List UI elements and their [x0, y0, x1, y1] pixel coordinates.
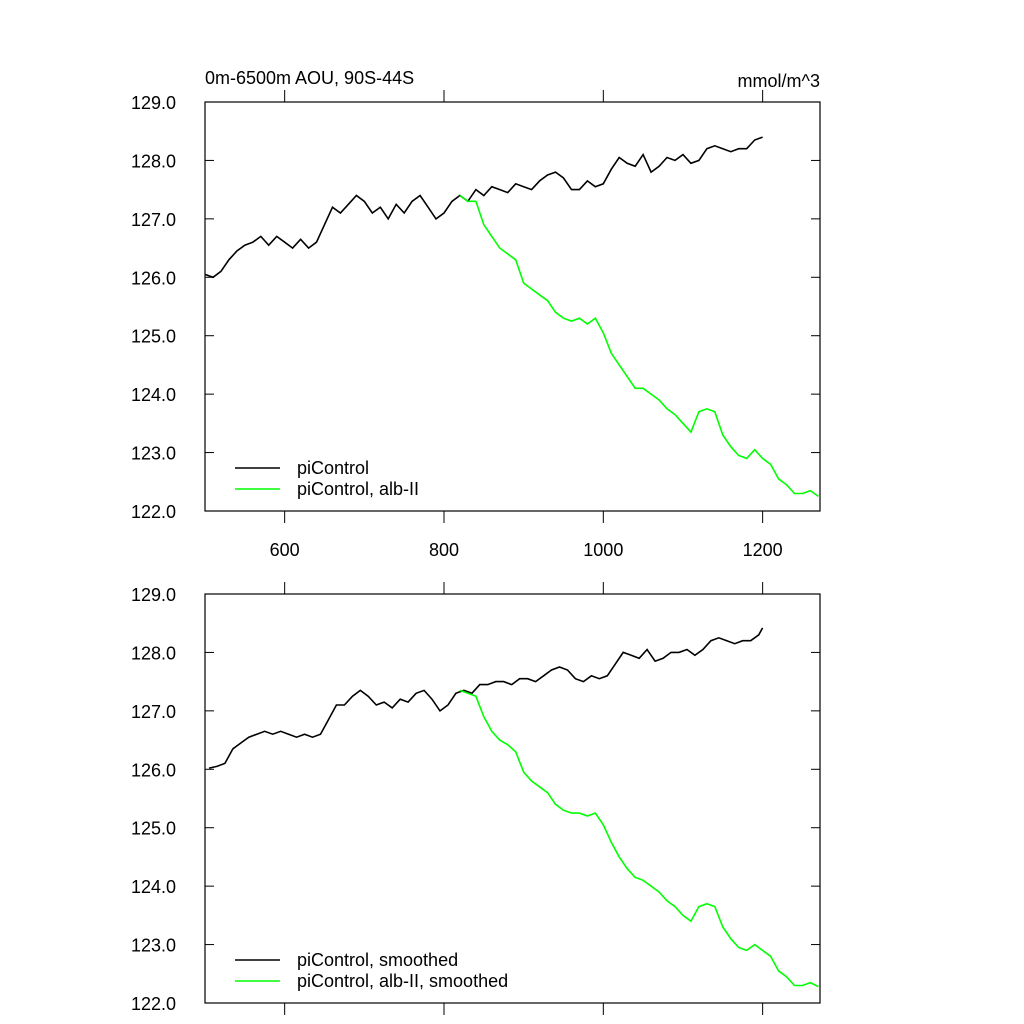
legend-label: piControl: [297, 458, 369, 478]
y-tick-label: 127.0: [131, 702, 176, 722]
y-tick-label: 122.0: [131, 502, 176, 522]
x-tick-label: 1000: [583, 540, 623, 560]
y-tick-label: 125.0: [131, 327, 176, 347]
x-tick-label: 800: [429, 540, 459, 560]
y-tick-label: 128.0: [131, 151, 176, 171]
x-tick-label: 600: [270, 540, 300, 560]
plot-frame: [204, 101, 821, 512]
y-tick-label: 123.0: [131, 444, 176, 464]
data-line: [204, 136, 763, 279]
chart-title: 0m-6500m AOU, 90S-44S: [205, 68, 414, 88]
y-tick-label: 128.0: [131, 643, 176, 663]
data-line: [459, 194, 819, 498]
data-line: [459, 689, 819, 988]
y-tick-label: 127.0: [131, 210, 176, 230]
units-label: mmol/m^3: [738, 71, 820, 91]
legend-label: piControl, smoothed: [297, 950, 458, 970]
legend-label: piControl, alb-II: [297, 479, 419, 499]
y-tick-label: 125.0: [131, 819, 176, 839]
legend-label: piControl, alb-II, smoothed: [297, 971, 508, 991]
y-tick-label: 124.0: [131, 385, 176, 405]
y-tick-label: 126.0: [131, 760, 176, 780]
x-tick-label: 1200: [743, 540, 783, 560]
y-tick-label: 123.0: [131, 936, 176, 956]
y-tick-label: 129.0: [131, 585, 176, 605]
y-tick-label: 122.0: [131, 994, 176, 1014]
y-tick-label: 129.0: [131, 93, 176, 113]
data-line: [208, 627, 764, 769]
plot-frame: [204, 593, 821, 1004]
y-tick-label: 124.0: [131, 877, 176, 897]
y-tick-label: 126.0: [131, 268, 176, 288]
